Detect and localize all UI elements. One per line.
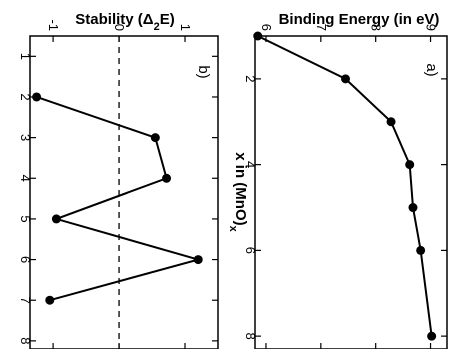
panel-b-x-tick-label: 5 xyxy=(18,215,33,222)
panel-a-label: a) xyxy=(423,63,440,76)
panel-b-data-point xyxy=(45,295,55,305)
panel-a-data-point xyxy=(427,331,437,341)
panel-b-label: b) xyxy=(195,65,212,78)
panel-b-x-tick-label: 6 xyxy=(18,256,33,263)
panel-a-data-point xyxy=(405,160,415,170)
panel-b-series-line xyxy=(36,96,202,302)
panel-a-data-point xyxy=(253,31,263,41)
panel-a-y-tick-label: 8 xyxy=(369,24,384,31)
panel-a-data-point xyxy=(341,74,351,84)
panel-a-y-tick-label: 6 xyxy=(259,24,274,31)
panel-b-frame xyxy=(29,35,219,349)
panel-a-y-tick-label: 9 xyxy=(424,24,439,31)
panel-b-y-tick-label: 1 xyxy=(178,24,193,31)
panel-a-frame xyxy=(254,35,448,349)
panel-a-plot: 2 4 6 8 6 7 8 9 xyxy=(243,24,447,349)
panel-a-x-tick-label: 4 xyxy=(243,161,258,168)
panel-a-data-point xyxy=(416,245,426,255)
panel-b-x-tick-label: 8 xyxy=(18,337,33,344)
panel-a-title: Binding Energy (in eV) xyxy=(279,11,440,28)
panel-a-x-tick-label: 2 xyxy=(243,75,258,82)
panel-b-plot: 1 2 3 4 5 6 7 8 -1 0 1 xyxy=(18,19,218,349)
panel-b-data-point xyxy=(51,214,61,224)
panel-a-x-tick-label: 8 xyxy=(243,333,258,340)
panel-b-x-tick-label: 2 xyxy=(18,93,33,100)
panel-b-y-tick-label: -1 xyxy=(46,19,61,31)
panel-b-title: Stability (Δ2E) xyxy=(75,11,174,33)
panel-b-data-point xyxy=(193,255,203,265)
panel-b-x-tick-label: 3 xyxy=(18,134,33,141)
shared-x-axis-label: x in (MnO)x xyxy=(227,152,249,232)
panel-a-x-tick-label: 6 xyxy=(243,247,258,254)
panel-a-y-tick-label: 7 xyxy=(314,24,329,31)
panel-b-data-point xyxy=(150,133,160,143)
panel-a-data-point xyxy=(386,117,396,127)
panel-b-x-tick-label: 1 xyxy=(18,53,33,60)
panel-b-y-tick-label: 0 xyxy=(112,24,127,31)
panel-b-x-tick-label: 4 xyxy=(18,175,33,182)
panel-b-x-tick-label: 7 xyxy=(18,297,33,304)
panel-b-data-point xyxy=(162,173,172,183)
panel-b-data-point xyxy=(32,92,42,102)
panel-a-data-point xyxy=(408,203,418,213)
